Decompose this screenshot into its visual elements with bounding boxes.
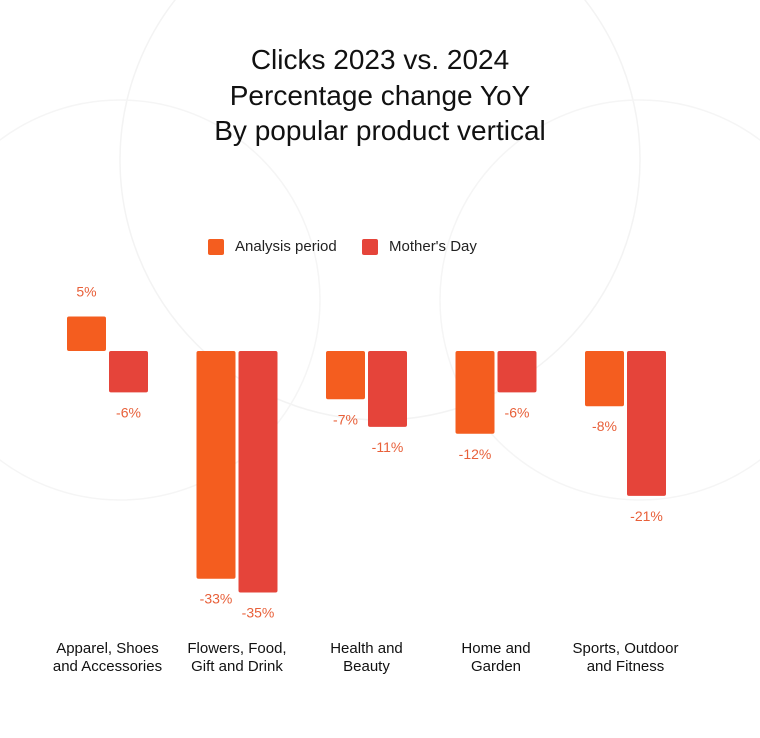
category-label: and Fitness [587,658,665,675]
legend-label: Analysis period [235,238,337,255]
data-label: -6% [505,404,530,420]
category-label: Gift and Drink [191,658,283,675]
bar [109,351,148,393]
data-label: -12% [459,446,492,462]
bar [368,351,407,427]
category-label: Apparel, Shoes [56,640,159,657]
category-label: and Accessories [53,658,162,675]
category-label: Sports, Outdoor [573,640,679,657]
data-label: -33% [200,591,233,607]
chart-title-line-2: Percentage change YoY [229,80,531,111]
legend-swatch [208,238,224,255]
bar [196,351,236,579]
bar [67,316,106,351]
legend-item-analysis-period: Analysis period [208,238,337,255]
category-label: Garden [471,658,521,675]
data-label: 5% [76,284,96,300]
chart-title-line-1: Clicks 2023 vs. 2024 [250,44,510,75]
data-label: -35% [242,605,275,621]
bar [627,351,666,496]
category-label: Home and [461,640,530,657]
bar [238,351,278,593]
data-label: -11% [372,439,404,455]
chart-title-line-3: By popular product vertical [214,115,546,146]
category-label: Health and [330,640,403,657]
legend-item-mothers-day: Mother's Day [362,238,477,255]
data-label: -6% [116,404,141,420]
data-label: -7% [333,411,358,427]
category-label: Flowers, Food, [187,640,286,657]
legend-label: Mother's Day [389,238,477,255]
bar [455,351,495,434]
category-label: Beauty [343,658,390,675]
bar [326,351,365,400]
bar [585,351,624,407]
data-label: -8% [592,418,617,434]
legend-swatch [362,238,378,255]
bar [497,351,537,393]
data-label: -21% [630,508,663,524]
